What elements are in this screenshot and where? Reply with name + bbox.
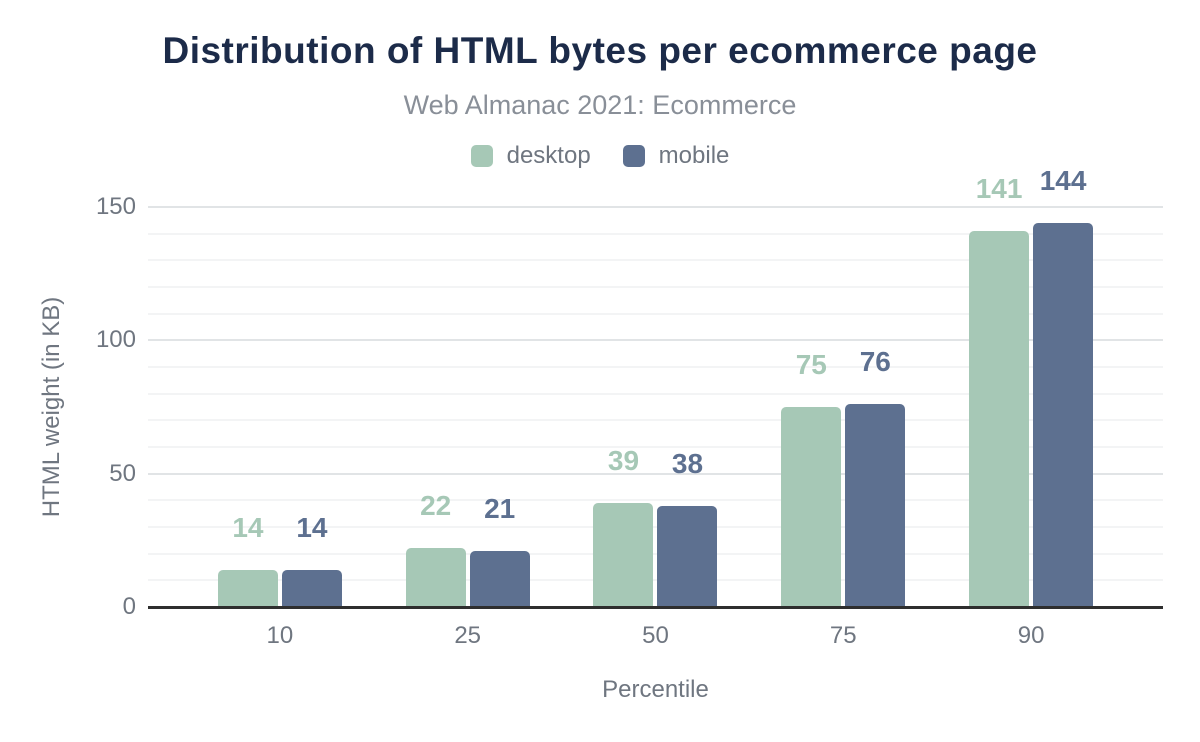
y-tick-50: 50 [109,459,136,487]
bar-group-p25: 22 21 25 [374,207,562,649]
gridline-minor-90 [148,366,1163,368]
bar-group-p50: 39 38 50 [562,207,750,649]
gridline-minor-110 [148,312,1163,315]
x-tick-25: 25 [454,622,482,649]
bar-groups: 14 14 10 22 21 25 39 38 50 75 76 75 141 144 90 [186,165,1125,649]
y-tick-150: 150 [95,193,136,220]
x-axis-baseline [148,606,1163,609]
legend-item-mobile: mobile [622,142,730,170]
gridline-minor-70 [148,419,1163,422]
plot-area: 14 14 10 22 21 25 39 38 50 75 76 75 141 144 90 0 50 100 1… [96,165,1163,649]
y-tick-0: 0 [122,593,136,620]
y-tick-100: 100 [95,326,136,354]
legend: desktop mobile [0,142,1200,170]
gridline-minor-120 [148,286,1163,288]
gridline-minor-80 [148,392,1163,395]
gridline-minor-30 [148,526,1163,528]
bar-value-desktop-p90: 141 [975,173,1023,204]
y-axis-title: HTML weight (in KB) [38,296,65,518]
bar-value-desktop-p25: 22 [420,490,452,522]
bar-group-p75: 75 76 75 [749,207,937,649]
bar-mobile-p10: 14 [281,512,342,607]
gridline-minor-140 [148,232,1163,235]
bar-desktop-p25: 22 [405,490,466,607]
x-axis-title: Percentile [602,676,709,703]
bar-value-mobile-p90: 144 [1039,165,1087,196]
bar-value-desktop-p10: 14 [232,511,264,543]
x-tick-50: 50 [642,622,669,649]
legend-label-mobile: mobile [658,142,730,169]
gridline-major-150 [148,206,1163,208]
bar-desktop-p10: 14 [217,512,278,607]
gridline-minor-60 [148,446,1163,448]
x-tick-75: 75 [829,622,857,649]
legend-item-desktop: desktop [470,142,591,170]
gridline-minor-10 [148,579,1163,582]
bar-value-desktop-p50: 39 [607,445,640,476]
bar-value-mobile-p25: 21 [484,493,516,524]
bar-value-mobile-p50: 38 [671,447,704,479]
gridline-major-50 [148,472,1163,475]
bar-mobile-p75: 76 [845,346,906,607]
desktop-swatch-icon [470,145,493,167]
chart-subtitle: Web Almanac 2021: Ecommerce [403,90,797,120]
x-tick-10: 10 [266,622,294,649]
bar-desktop-p75: 75 [781,349,842,607]
mobile-swatch-icon [622,145,645,167]
gridline-minor-130 [148,259,1163,262]
bar-value-mobile-p75: 76 [859,346,891,378]
bar-mobile-p25: 21 [469,493,530,607]
bar-value-desktop-p75: 75 [795,349,827,380]
bar-mobile-p90: 144 [1033,165,1094,607]
gridline-major-100 [148,339,1163,342]
bar-mobile-p50: 38 [657,448,718,607]
bar-group-p10: 14 14 10 [186,207,374,649]
chart-title: Distribution of HTML bytes per ecommerce… [162,30,1038,71]
legend-label-desktop: desktop [506,142,591,169]
bar-group-p90: 141 144 90 [937,165,1125,649]
bar-desktop-p90: 141 [969,173,1030,607]
gridline-minor-40 [148,499,1163,502]
gridline-minor-20 [148,552,1163,555]
bar-desktop-p50: 39 [593,445,654,607]
bar-value-mobile-p10: 14 [296,511,328,543]
x-tick-90: 90 [1017,622,1045,649]
